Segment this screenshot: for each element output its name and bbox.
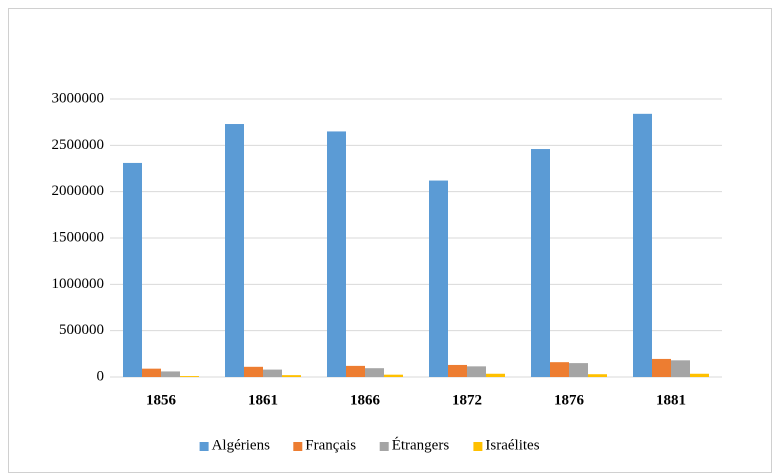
- x-tick-label: 1881: [656, 392, 686, 408]
- y-tick-label: 500000: [59, 322, 104, 338]
- bar: [263, 369, 282, 377]
- bar: [327, 131, 346, 377]
- y-tick-label: 2500000: [52, 137, 105, 153]
- bar: [282, 375, 301, 377]
- x-tick-label: 1872: [452, 392, 482, 408]
- y-tick-label: 2000000: [52, 183, 105, 199]
- bar: [365, 368, 384, 377]
- legend-label: Israélites: [485, 437, 539, 453]
- bar: [244, 366, 263, 377]
- bar: [588, 374, 607, 377]
- x-tick-label: 1876: [554, 392, 585, 408]
- legend-swatch: [199, 442, 209, 451]
- bar: [225, 124, 244, 378]
- bar: [161, 371, 180, 377]
- x-tick-label: 1861: [248, 392, 278, 408]
- legend-label: Étrangers: [392, 436, 450, 453]
- y-tick-label: 3000000: [52, 90, 105, 106]
- legend-label: Français: [305, 437, 356, 453]
- bar: [346, 365, 365, 377]
- bar: [180, 376, 199, 377]
- bar: [671, 360, 690, 377]
- y-tick-label: 1500000: [52, 229, 105, 245]
- legend-swatch: [379, 442, 389, 451]
- bar: [550, 362, 569, 377]
- y-tick-label: 1000000: [52, 276, 105, 292]
- bar: [569, 363, 588, 377]
- legend-swatch: [473, 442, 483, 451]
- bar: [486, 373, 505, 377]
- x-tick-label: 1856: [146, 392, 177, 408]
- legend-label: Algériens: [212, 437, 270, 453]
- legend-swatch: [293, 442, 303, 451]
- bar: [142, 368, 161, 377]
- bar: [448, 364, 467, 377]
- bar: [690, 373, 709, 377]
- bar: [429, 180, 448, 377]
- bar: [123, 162, 142, 377]
- bar: [633, 113, 652, 378]
- bar: [531, 149, 550, 377]
- y-tick-label: 0: [97, 368, 105, 384]
- bar: [652, 358, 671, 377]
- x-tick-label: 1866: [350, 392, 381, 408]
- bar: [467, 366, 486, 377]
- bar: [384, 374, 403, 377]
